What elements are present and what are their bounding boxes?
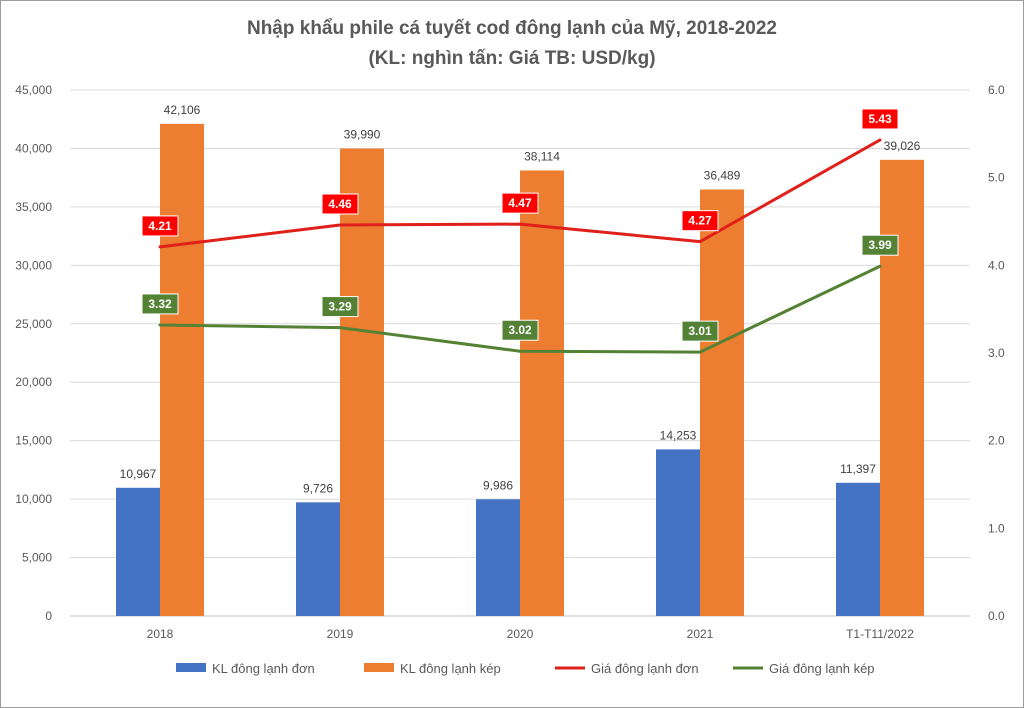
left-axis-tick-label: 45,000 [15,83,52,97]
line-label-box [141,215,179,237]
line-label-box [501,192,539,214]
category-label: 2021 [687,627,714,641]
line-label-box [141,293,179,315]
bar [296,502,340,616]
price-lines: 4.21 4.46 4.47 4.27 5.43 3.32 3.29 3.02 3.01 3.99 [141,108,899,354]
left-axis-tick-label: 25,000 [15,317,52,331]
left-axis-tick-label: 40,000 [15,141,52,155]
legend-label: Giá đông lạnh đơn [591,661,699,676]
category-label: 2018 [147,627,174,641]
right-axis-tick-label: 2.0 [988,434,1005,448]
legend: KL đông lạnh đơn KL đông lạnh kép Giá đông… [176,661,875,676]
bar-data-label: 39,990 [344,128,381,142]
bar [700,189,744,616]
bar [160,123,204,617]
line-point [698,350,702,354]
line-label-box [861,234,899,256]
left-axis-tick-label: 15,000 [15,434,52,448]
right-axis-tick-label: 3.0 [988,346,1005,360]
left-axis: 0 5,000 10,000 15,000 20,000 25,000 30,000 35,0… [15,83,52,623]
line-point [698,240,702,244]
left-axis-tick-label: 10,000 [15,492,52,506]
line-point [338,326,342,330]
left-axis-tick-label: 5,000 [22,551,52,565]
bar-data-label: 36,489 [704,168,741,182]
line-label-box [321,193,359,215]
category-label: T1-T11/2022 [846,627,914,641]
line-point [158,245,162,249]
right-axis-tick-label: 6.0 [988,83,1005,97]
bar [116,487,160,616]
right-axis-tick-label: 5.0 [988,171,1005,185]
line-data-label: 4.46 [328,197,352,211]
line-point [518,349,522,353]
left-axis-tick-label: 30,000 [15,258,52,272]
bar [836,482,880,616]
bar-data-label: 10,967 [120,467,157,481]
line-data-label: 3.29 [328,300,352,314]
bar [520,170,564,616]
left-axis-tick-label: 20,000 [15,375,52,389]
right-axis-tick-label: 0.0 [988,609,1005,623]
line-label-box [861,108,899,130]
bar-data-label: 9,986 [483,478,513,492]
category-axis: 2018 2019 2020 2021 T1-T11/2022 [147,627,915,641]
bar-data-label: 9,726 [303,481,333,495]
line-data-label: 3.02 [508,323,532,337]
chart-title: Nhập khẩu phile cá tuyết cod đông lạnh c… [246,18,778,39]
line-point [338,223,342,227]
legend-swatch-bar [176,663,206,672]
bar-data-label: 42,106 [164,103,201,117]
line-data-label: 4.21 [148,219,172,233]
line-data-label: 3.99 [868,238,892,252]
line-point [158,323,162,327]
line-data-label: 3.01 [688,324,712,338]
bars: 10,967 9,726 9,986 14,253 11,397 42,106 39,990… [116,103,924,617]
left-axis-tick-label: 0 [45,609,52,623]
line-data-label: 5.43 [868,112,892,126]
bar-data-label: 39,026 [884,139,921,153]
line-data-label: 4.47 [508,196,532,210]
legend-label: KL đông lạnh kép [400,661,501,676]
line-point [878,138,882,142]
line-label-box [321,296,359,318]
right-axis-tick-label: 1.0 [988,521,1005,535]
category-label: 2019 [327,627,354,641]
line-data-label: 4.27 [688,214,712,228]
line-point [878,264,882,268]
chart-title-block: Nhập khẩu phile cá tuyết cod đông lạnh c… [0,14,1024,74]
right-axis-tick-label: 4.0 [988,258,1005,272]
right-axis: 0.0 1.0 2.0 3.0 4.0 5.0 6.0 [988,83,1005,623]
left-axis-tick-label: 35,000 [15,200,52,214]
legend-swatch-bar [364,663,394,672]
bar [340,148,384,616]
chart-subtitle: (KL: nghìn tấn: Giá TB: USD/kg) [368,48,656,69]
bar-data-label: 11,397 [840,462,876,476]
bar-data-label: 38,114 [524,149,560,163]
line-point [518,222,522,226]
line-data-label: 3.32 [148,297,172,311]
bar [656,449,700,616]
bar-data-label: 14,253 [660,428,697,442]
line-label-box [681,320,719,342]
legend-label: KL đông lạnh đơn [212,661,315,676]
line-label-box [501,319,539,341]
line-label-box [681,210,719,232]
bar [476,499,520,616]
category-label: 2020 [507,627,534,641]
legend-label: Giá đông lạnh kép [769,661,875,676]
bar [880,159,924,617]
